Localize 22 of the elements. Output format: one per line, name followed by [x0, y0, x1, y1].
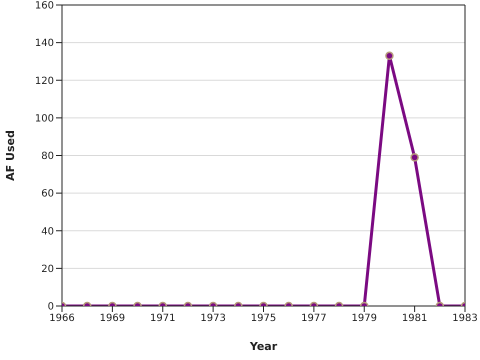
x-tick-label: 1971 — [150, 313, 176, 324]
y-axis-title: AF Used — [4, 130, 17, 181]
point — [410, 153, 419, 162]
y-tick-label: 60 — [41, 188, 54, 200]
x-tick-label: 1983 — [452, 313, 478, 324]
x-tick-label: 1966 — [49, 313, 75, 324]
x-tick-label: 1969 — [100, 313, 126, 324]
y-tick-label: 120 — [34, 76, 54, 87]
y-tick-label: 40 — [41, 226, 54, 238]
x-tick-label: 1979 — [352, 313, 377, 324]
y-tick-label: 80 — [41, 151, 54, 162]
x-tick-label: 1975 — [250, 313, 276, 324]
y-tick-label: 140 — [34, 38, 54, 50]
y-tick-label: 20 — [41, 264, 54, 275]
y-tick-label: 160 — [34, 0, 54, 12]
x-axis-title: Year — [248, 340, 278, 353]
point — [385, 52, 394, 60]
y-tick-label: 0 — [48, 302, 54, 313]
x-tick-label: 1981 — [402, 313, 428, 324]
x-tick-label: 1973 — [200, 313, 226, 324]
y-tick-label: 100 — [34, 113, 54, 124]
x-tick-label: 1977 — [301, 313, 327, 324]
